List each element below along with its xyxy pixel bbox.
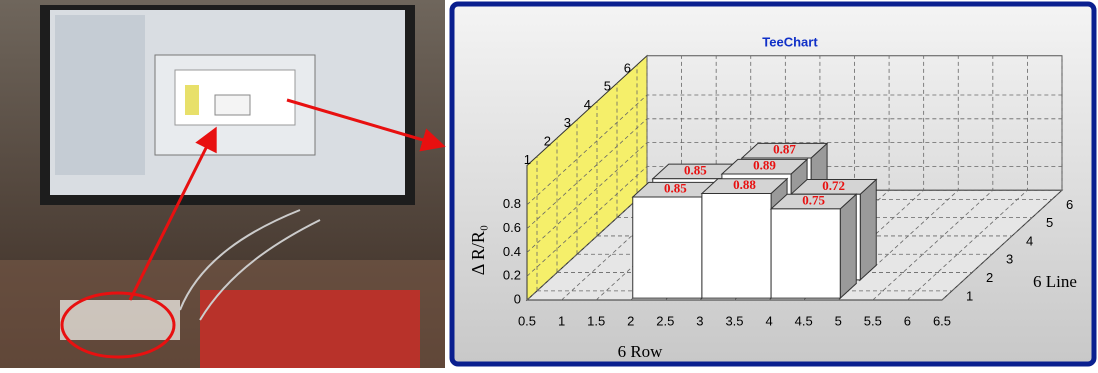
y-tick-label: 0.2 bbox=[503, 268, 521, 283]
x-tick-label: 6 bbox=[904, 313, 911, 328]
bar-side bbox=[860, 180, 876, 280]
x-tick-label: 3.5 bbox=[725, 313, 743, 328]
y-tick-label: 0.8 bbox=[503, 196, 521, 211]
z-tick-label: 2 bbox=[986, 270, 993, 285]
wall-z-tick-label: 6 bbox=[624, 60, 631, 75]
value-label: 0.89 bbox=[753, 158, 776, 173]
wall-z-tick-label: 2 bbox=[544, 134, 551, 149]
z-tick-label: 1 bbox=[966, 288, 973, 303]
photo bbox=[0, 0, 445, 368]
bar bbox=[771, 209, 840, 298]
value-label: 0.87 bbox=[773, 142, 796, 157]
y-tick-label: 0.6 bbox=[503, 220, 521, 235]
value-label: 0.85 bbox=[664, 181, 687, 196]
wall-z-tick-label: 1 bbox=[524, 152, 531, 167]
chart-title: TeeChart bbox=[762, 34, 818, 49]
wall-z-tick-label: 4 bbox=[584, 97, 591, 112]
z-tick-label: 4 bbox=[1026, 233, 1033, 248]
bar-side bbox=[840, 194, 856, 298]
bar bbox=[633, 197, 702, 298]
bar bbox=[702, 193, 771, 298]
x-tick-label: 1.5 bbox=[587, 313, 605, 328]
wall-z-tick-label: 5 bbox=[604, 79, 611, 94]
x-tick-label: 4.5 bbox=[795, 313, 813, 328]
z-tick-label: 5 bbox=[1046, 215, 1053, 230]
z-axis-label: 6 Line bbox=[1033, 272, 1077, 291]
x-tick-label: 0.5 bbox=[518, 313, 536, 328]
x-axis-label: 6 Row bbox=[618, 342, 664, 361]
value-label: 0.75 bbox=[802, 193, 825, 208]
value-label: 0.72 bbox=[822, 178, 845, 193]
z-tick-label: 6 bbox=[1066, 197, 1073, 212]
value-label: 0.88 bbox=[733, 177, 756, 192]
y-tick-label: 0.4 bbox=[503, 244, 521, 259]
wall-z-tick-label: 3 bbox=[564, 115, 571, 130]
x-tick-label: 4 bbox=[765, 313, 772, 328]
x-tick-label: 5 bbox=[835, 313, 842, 328]
y-axis-label: Δ R/R₀ bbox=[468, 225, 488, 275]
x-tick-label: 2 bbox=[627, 313, 634, 328]
figure: TeeChart 6 Row 6 Line Δ R/R₀ 0.5 1 1.5 2 2.5… bbox=[0, 0, 1098, 368]
x-tick-label: 5.5 bbox=[864, 313, 882, 328]
x-tick-label: 3 bbox=[696, 313, 703, 328]
y-tick-label: 0 bbox=[514, 291, 521, 306]
x-tick-label: 2.5 bbox=[656, 313, 674, 328]
x-tick-label: 6.5 bbox=[933, 313, 951, 328]
x-tick-label: 1 bbox=[558, 313, 565, 328]
value-label: 0.85 bbox=[684, 162, 707, 177]
z-tick-label: 3 bbox=[1006, 252, 1013, 267]
